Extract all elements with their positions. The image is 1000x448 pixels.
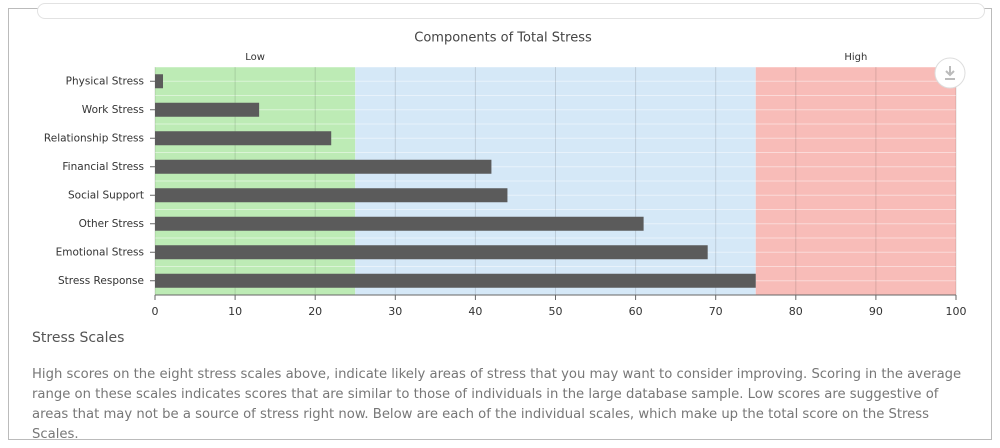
x-tick-label: 90 [869, 305, 883, 318]
y-tick-label: Work Stress [82, 104, 144, 116]
x-tick-label: 20 [308, 305, 322, 318]
bar [155, 74, 164, 89]
x-tick-label: 50 [549, 305, 563, 318]
band-label: Low [245, 52, 265, 63]
y-tick-label: Emotional Stress [56, 246, 144, 258]
bar [155, 102, 260, 117]
y-tick-label: Relationship Stress [44, 132, 144, 144]
x-tick-label: 80 [789, 305, 803, 318]
download-button[interactable] [934, 57, 966, 89]
chart-title: Components of Total Stress [414, 31, 592, 46]
y-tick-label: Stress Response [58, 275, 144, 287]
y-tick-label: Social Support [68, 189, 144, 201]
section-body: High scores on the eight stress scales a… [32, 367, 962, 442]
x-tick-label: 30 [388, 305, 402, 318]
x-tick-label: 40 [468, 305, 482, 318]
bar [155, 216, 644, 231]
section-title: Stress Scales [32, 330, 125, 346]
x-tick-label: 0 [152, 305, 159, 318]
x-tick-label: 100 [946, 305, 967, 318]
x-tick-label: 60 [629, 305, 643, 318]
bar [155, 273, 756, 288]
band-label: High [844, 52, 867, 63]
previous-card [37, 3, 985, 19]
x-tick-label: 10 [228, 305, 242, 318]
y-tick-label: Physical Stress [66, 75, 144, 87]
bar [155, 188, 508, 203]
bar [155, 159, 492, 174]
bar [155, 131, 332, 146]
y-tick-label: Other Stress [79, 218, 144, 230]
y-tick-label: Financial Stress [62, 161, 144, 173]
bar [155, 245, 708, 260]
range-band [755, 67, 956, 295]
x-tick-label: 70 [709, 305, 723, 318]
